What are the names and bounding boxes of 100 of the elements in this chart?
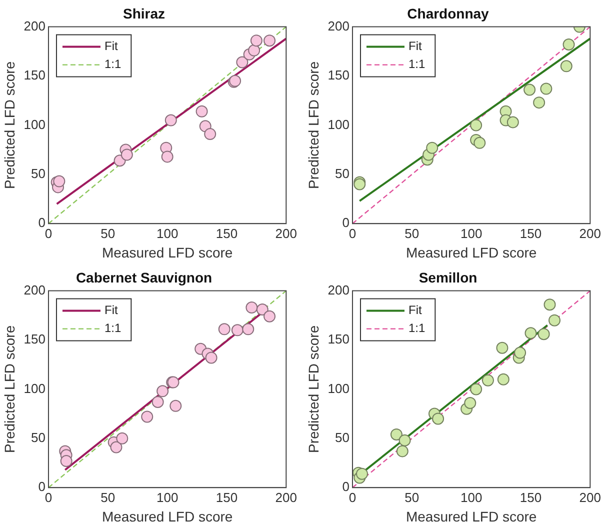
y-tick-label: 100 (24, 116, 46, 132)
x-axis-title: Measured LFD score (102, 244, 233, 260)
point (256, 303, 268, 316)
y-axis-title: Predicted LFD score (305, 61, 322, 190)
point (356, 468, 368, 480)
point (60, 455, 72, 468)
x-tick-label: 50 (100, 226, 116, 241)
point (432, 412, 444, 425)
y-tick-label: 0 (342, 479, 350, 494)
point (482, 374, 494, 386)
point (506, 116, 519, 128)
point (231, 324, 244, 336)
y-tick-label: 0 (38, 215, 46, 230)
x-tick-label: 200 (275, 226, 298, 241)
x-axis-title: Measured LFD score (406, 244, 537, 260)
legend-label: Fit (408, 39, 422, 54)
legend-label: Fit (104, 303, 118, 318)
point (161, 150, 174, 163)
point (246, 302, 258, 314)
point (396, 445, 408, 458)
x-axis-title: Measured LFD score (406, 508, 537, 524)
y-axis-title: Predicted LFD score (305, 325, 322, 454)
point (141, 410, 154, 423)
point (544, 298, 556, 311)
point (560, 60, 572, 72)
point (497, 373, 510, 386)
x-tick-label: 200 (579, 490, 602, 505)
legend-label: Fit (104, 39, 118, 54)
x-tick-label: 150 (216, 490, 238, 505)
x-tick-label: 100 (156, 490, 178, 505)
point (196, 105, 208, 118)
point (470, 383, 482, 396)
point (562, 38, 575, 51)
point (152, 396, 164, 408)
y-tick-label: 50 (31, 166, 46, 181)
x-tick-label: 150 (216, 226, 238, 241)
chart-title: Shiraz (122, 5, 166, 22)
point (470, 119, 482, 132)
point (205, 352, 218, 364)
point (242, 323, 254, 336)
chart-title: Chardonnay (407, 5, 490, 22)
x-tick-label: 150 (520, 226, 542, 241)
y-axis-title: Predicted LFD score (1, 325, 18, 454)
y-tick-label: 0 (342, 215, 350, 230)
point (426, 142, 438, 154)
point (540, 82, 552, 95)
point (514, 346, 526, 359)
x-tick-label: 50 (404, 490, 420, 505)
y-tick-label: 200 (328, 282, 350, 298)
x-tick-label: 200 (275, 490, 298, 505)
x-tick-label: 100 (460, 490, 482, 505)
point (474, 136, 486, 149)
point (236, 56, 248, 68)
legend-label: Fit (408, 303, 422, 318)
point (164, 114, 177, 126)
chart-title: Semillon (418, 269, 478, 286)
legend-label: 1:1 (408, 57, 426, 72)
point (264, 310, 276, 322)
point (248, 44, 260, 56)
x-tick-label: 200 (579, 226, 602, 241)
point (398, 434, 411, 446)
y-tick-label: 50 (31, 430, 46, 445)
point (170, 400, 182, 412)
y-tick-label: 100 (328, 116, 350, 132)
point (538, 328, 550, 340)
legend-label: 1:1 (408, 321, 426, 336)
y-tick-label: 150 (24, 68, 46, 83)
x-tick-label: 50 (404, 226, 420, 241)
y-tick-label: 50 (335, 166, 350, 181)
y-tick-label: 150 (328, 332, 350, 347)
x-tick-label: 50 (100, 490, 116, 505)
point (264, 34, 276, 47)
x-tick-label: 100 (156, 226, 178, 241)
y-tick-label: 200 (24, 18, 46, 34)
point (110, 441, 122, 454)
y-tick-label: 100 (24, 380, 46, 396)
point (533, 96, 546, 109)
point (390, 428, 402, 440)
y-tick-label: 150 (328, 68, 350, 83)
point (53, 175, 66, 188)
point (218, 323, 230, 336)
point (120, 148, 133, 161)
point (496, 342, 508, 354)
point (464, 396, 476, 409)
y-tick-label: 200 (328, 18, 350, 34)
y-tick-label: 150 (24, 332, 46, 347)
point (116, 432, 128, 444)
y-tick-label: 0 (38, 479, 46, 494)
point (204, 128, 216, 140)
legend-label: 1:1 (104, 57, 122, 72)
point (156, 385, 169, 398)
point (548, 314, 561, 326)
y-tick-label: 100 (328, 380, 350, 396)
x-axis-title: Measured LFD score (102, 508, 233, 524)
point (524, 84, 536, 96)
x-tick-label: 100 (460, 226, 482, 241)
chart-title: Cabernet Sauvignon (76, 269, 212, 286)
point (524, 327, 537, 340)
x-tick-label: 150 (520, 490, 542, 505)
point (250, 34, 262, 47)
